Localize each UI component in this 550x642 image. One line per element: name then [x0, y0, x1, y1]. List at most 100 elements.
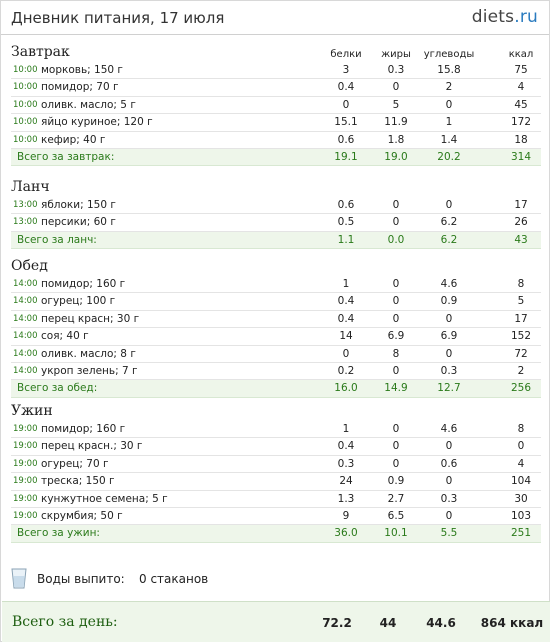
water-glass-icon	[11, 568, 27, 589]
food-kcal: 17	[514, 199, 528, 211]
day-total: Всего за день: 72.2 44 44.6 864 ккал	[2, 601, 550, 642]
food-fat: 0	[392, 457, 400, 470]
meal-total-label: Всего за ланч:	[17, 233, 97, 246]
food-time: 19:00	[13, 458, 38, 469]
total-fat: 0.0	[387, 233, 405, 246]
food-fat: 0	[392, 440, 400, 453]
water-value: 0 стаканов	[139, 572, 209, 586]
food-row[interactable]: 10:00 помидор; 70 г 0.4 0 2 4	[11, 79, 541, 97]
food-name: кунжутное семена; 5 г	[41, 492, 168, 505]
food-protein: 0.3	[337, 457, 355, 470]
column-headers: белки жиры углеводы ккал	[11, 49, 541, 63]
food-time: 19:00	[13, 441, 38, 452]
food-carbs: 0.9	[440, 295, 458, 308]
total-fat: 10.1	[384, 527, 408, 540]
food-protein: 0.4	[337, 81, 355, 94]
food-fat: 0	[392, 364, 400, 377]
col-protein: белки	[330, 49, 362, 60]
food-row[interactable]: 14:00 укроп зелень; 7 г 0.2 0 0.3 2	[11, 363, 541, 381]
food-row[interactable]: 19:00 перец красн.; 30 г 0.4 0 0 0	[11, 438, 541, 456]
water-intake: Воды выпито: 0 стаканов	[11, 568, 311, 590]
food-kcal: 103	[510, 509, 532, 522]
meal-total-label: Всего за завтрак:	[17, 150, 115, 163]
food-carbs: 1.4	[440, 133, 458, 146]
food-row[interactable]: 10:00 морковь; 150 г 3 0.3 15.8 75	[11, 62, 541, 80]
food-time: 14:00	[13, 365, 38, 376]
food-name: перец красн.; 30 г	[41, 440, 143, 453]
food-kcal: 30	[514, 492, 528, 505]
food-protein: 3	[342, 64, 350, 76]
food-row[interactable]: 10:00 кефир; 40 г 0.6 1.8 1.4 18	[11, 132, 541, 149]
food-row[interactable]: 10:00 оливк. масло; 5 г 0 5 0 45	[11, 97, 541, 115]
header-bar: Дневник питания, 17 июля diets.ru	[1, 1, 549, 35]
food-row[interactable]: 14:00 оливк. масло; 8 г 0 8 0 72	[11, 346, 541, 363]
food-time: 14:00	[13, 348, 38, 359]
food-row[interactable]: 19:00 огурец; 70 г 0.3 0 0.6 4	[11, 456, 541, 474]
col-fat: жиры	[381, 49, 411, 60]
food-protein: 15.1	[334, 116, 358, 129]
food-row[interactable]: 19:00 треска; 150 г 24 0.9 0 104	[11, 473, 541, 491]
food-fat: 0	[392, 81, 400, 94]
food-carbs: 2	[445, 81, 453, 94]
food-name: морковь; 150 г	[41, 64, 123, 76]
food-carbs: 0	[445, 98, 453, 111]
food-name: помидор; 160 г	[41, 423, 126, 435]
food-carbs: 6.2	[440, 216, 458, 229]
food-time: 10:00	[13, 99, 38, 110]
total-kcal: 251	[510, 527, 532, 540]
food-time: 19:00	[13, 510, 38, 521]
food-name: треска; 150 г	[41, 475, 115, 488]
food-row[interactable]: 13:00 персики; 60 г 0.5 0 6.2 26	[11, 214, 541, 232]
total-protein: 36.0	[334, 527, 358, 540]
food-carbs: 0	[445, 475, 453, 488]
food-fat: 0	[392, 423, 400, 435]
food-kcal: 2	[517, 364, 525, 377]
food-kcal: 8	[517, 278, 525, 290]
meal-section: Ужин 19:00 помидор; 160 г 1 0 4.6 8 19:00 перец …	[11, 401, 541, 543]
logo-dot: .	[514, 7, 520, 27]
food-carbs: 0	[445, 509, 453, 522]
meal-total-row: Всего за обед: 16.0 14.9 12.7 256	[11, 380, 541, 398]
meal-section: Завтрак 10:00 морковь; 150 г 3 0.3 15.8 75 10:0…	[11, 42, 541, 167]
meal-title: Ужин	[11, 403, 53, 419]
meal-total-row: Всего за ужин: 36.0 10.1 5.5 251	[11, 525, 541, 543]
water-label: Воды выпито:	[37, 572, 125, 586]
food-carbs: 0	[445, 199, 453, 211]
food-fat: 5	[392, 98, 400, 111]
food-row[interactable]: 19:00 скрумбия; 50 г 9 6.5 0 103	[11, 508, 541, 526]
food-row[interactable]: 14:00 перец красн; 30 г 0.4 0 0 17	[11, 311, 541, 329]
food-row[interactable]: 19:00 кунжутное семена; 5 г 1.3 2.7 0.3 30	[11, 491, 541, 508]
food-name: помидор; 160 г	[41, 278, 126, 290]
food-kcal: 72	[514, 347, 528, 360]
food-name: яблоки; 150 г	[41, 199, 116, 211]
total-protein: 19.1	[334, 150, 358, 163]
food-row[interactable]: 14:00 соя; 40 г 14 6.9 6.9 152	[11, 328, 541, 346]
food-fat: 11.9	[384, 116, 408, 129]
food-time: 19:00	[13, 424, 38, 434]
total-fat: 19.0	[384, 150, 408, 163]
food-protein: 0.2	[337, 364, 355, 377]
food-row[interactable]: 13:00 яблоки; 150 г 0.6 0 0 17	[11, 197, 541, 215]
meal-title: Ланч	[11, 179, 50, 195]
food-row[interactable]: 14:00 огурец; 100 г 0.4 0 0.9 5	[11, 293, 541, 311]
food-name: персики; 60 г	[41, 216, 116, 229]
food-fat: 0.3	[387, 64, 405, 76]
food-row[interactable]: 19:00 помидор; 160 г 1 0 4.6 8	[11, 421, 541, 439]
food-name: огурец; 100 г	[41, 295, 116, 308]
food-kcal: 4	[517, 81, 525, 94]
food-time: 13:00	[13, 200, 38, 210]
food-fat: 0	[392, 295, 400, 308]
food-fat: 1.8	[387, 133, 405, 146]
food-kcal: 45	[514, 98, 528, 111]
site-logo[interactable]: diets.ru	[472, 7, 538, 27]
food-carbs: 0.3	[440, 492, 458, 505]
food-time: 10:00	[13, 134, 38, 145]
day-carbs: 44.6	[426, 616, 456, 630]
food-fat: 0.9	[387, 475, 405, 488]
food-row[interactable]: 10:00 яйцо куриное; 120 г 15.1 11.9 1 172	[11, 114, 541, 132]
food-row[interactable]: 14:00 помидор; 160 г 1 0 4.6 8	[11, 276, 541, 294]
day-protein: 72.2	[322, 616, 352, 630]
food-carbs: 0	[445, 312, 453, 325]
food-protein: 0.4	[337, 312, 355, 325]
